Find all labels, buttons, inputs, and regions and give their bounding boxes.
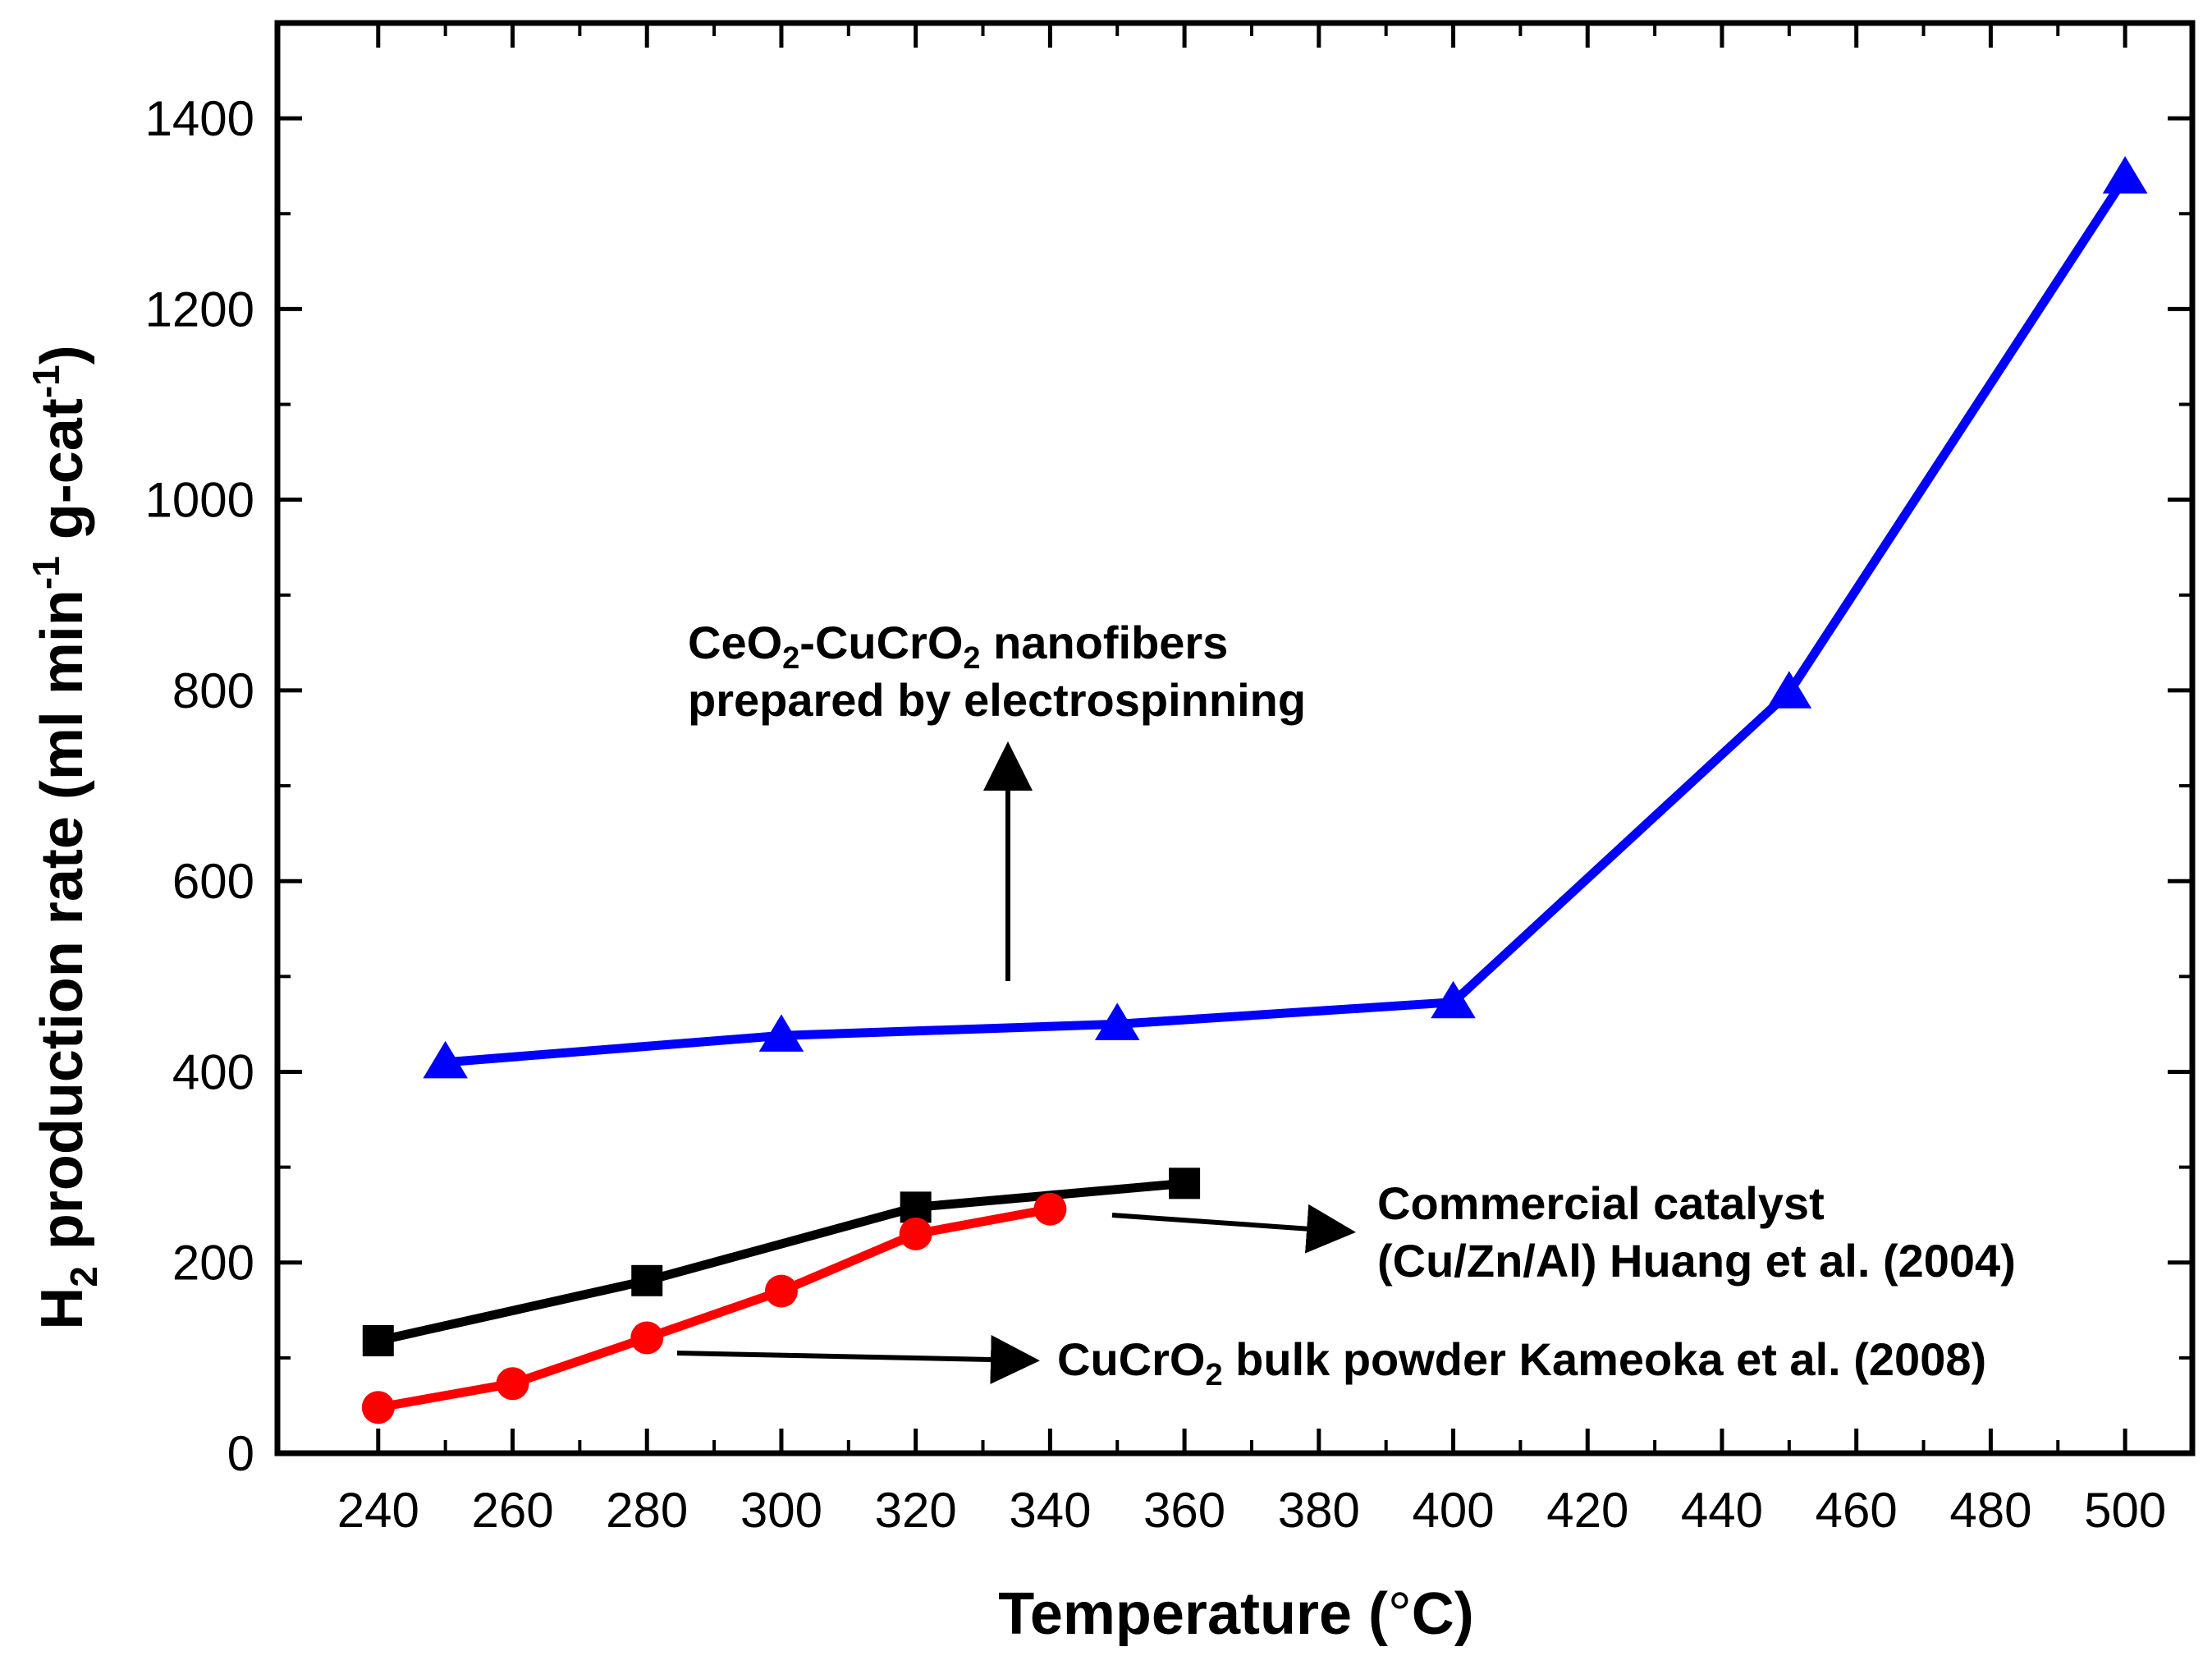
y-title-rest: production rate (ml min — [30, 589, 95, 1266]
y-tick-label: 800 — [172, 663, 254, 718]
annotation-ceo2-line2: prepared by electrospinning — [688, 674, 1306, 726]
x-title-deg: ° — [1388, 1581, 1412, 1647]
x-tick-label: 300 — [740, 1483, 822, 1538]
y-axis-ticks: 0 200 400 600 800 1000 1200 1400 — [145, 21, 2192, 1481]
y-tick-label: 0 — [227, 1426, 254, 1481]
y-tick-label: 600 — [172, 854, 254, 909]
anno-ceo2-post: nanofibers — [981, 617, 1229, 668]
anno-cucro2-sub: 2 — [1205, 1358, 1222, 1392]
x-tick-label: 440 — [1681, 1483, 1763, 1538]
series-marker-triangle — [1094, 1002, 1140, 1040]
y-title-end: ) — [30, 345, 95, 365]
annotation-ceo2-line1: CeO2-CuCrO2 nanofibers — [688, 617, 1228, 676]
anno-ceo2-sub1: 2 — [782, 641, 799, 676]
series-marker-circle — [1033, 1192, 1067, 1226]
series-line-0 — [445, 175, 2129, 1067]
series-marker-square — [631, 1264, 663, 1296]
y-tick-label: 400 — [172, 1044, 254, 1099]
y-tick-label: 1200 — [145, 282, 254, 337]
x-tick-label: 500 — [2084, 1483, 2166, 1538]
x-tick-label: 400 — [1412, 1483, 1494, 1538]
x-tick-label: 360 — [1143, 1483, 1225, 1538]
y-title-sup2: -1 — [25, 365, 67, 398]
x-tick-label: 260 — [471, 1483, 553, 1538]
x-tick-label: 240 — [337, 1483, 419, 1538]
series-line-2 — [377, 1204, 1051, 1412]
x-tick-label: 480 — [1949, 1483, 2031, 1538]
series-marker-square — [362, 1324, 394, 1356]
x-tick-label: 420 — [1546, 1483, 1628, 1538]
series-marker-triangle — [423, 1040, 468, 1079]
series-marker-circle — [764, 1274, 798, 1308]
y-tick-label: 200 — [172, 1236, 254, 1291]
y-tick-label: 1000 — [145, 473, 254, 528]
x-tick-label: 280 — [606, 1483, 688, 1538]
x-axis-title: Temperature (°C) — [998, 1581, 1474, 1647]
series-marker-circle — [361, 1391, 395, 1424]
annotation-cucro2-arrow — [676, 1335, 1040, 1384]
x-tick-label: 460 — [1816, 1483, 1898, 1538]
y-title-sup1: -1 — [25, 556, 67, 589]
y-axis-title: H2 production rate (ml min-1 g-cat-1) — [25, 345, 105, 1329]
x-axis-ticks: 240 260 280 300 320 340 360 380 400 420 440 460 480 5… — [337, 23, 2166, 1538]
series-marker-circle — [899, 1217, 932, 1250]
annotation-commercial-arrow — [1111, 1204, 1356, 1254]
x-tick-label: 320 — [875, 1483, 957, 1538]
x-title-pre: Temperature ( — [998, 1581, 1388, 1647]
plot-frame — [274, 20, 2196, 1456]
y-title-main: H — [30, 1287, 95, 1330]
series-marker-square — [1169, 1167, 1201, 1200]
anno-cucro2-post: bulk powder Kameoka et al. (2008) — [1223, 1333, 1987, 1385]
x-tick-label: 340 — [1009, 1483, 1091, 1538]
annotation-commercial-line2: (Cu/Zn/Al) Huang et al. (2004) — [1377, 1235, 2016, 1287]
anno-ceo2-sub2: 2 — [963, 641, 980, 676]
y-tick-label: 1400 — [145, 91, 254, 146]
x-tick-label: 380 — [1278, 1483, 1360, 1538]
y-title-sub: 2 — [62, 1266, 105, 1287]
anno-ceo2-mid: -CuCrO — [799, 617, 963, 668]
series-layer — [361, 156, 2148, 1424]
series-marker-circle — [496, 1367, 529, 1401]
series-marker-triangle — [1766, 671, 1812, 709]
anno-ceo2-pre: CeO — [688, 617, 782, 668]
annotation-cucro2: CuCrO2 bulk powder Kameoka et al. (2008) — [1057, 1333, 1986, 1392]
x-title-post: C) — [1412, 1581, 1474, 1647]
series-marker-triangle — [758, 1014, 804, 1052]
series-marker-triangle — [2102, 156, 2148, 194]
series-marker-circle — [630, 1321, 664, 1355]
y-title-mid: g-cat — [30, 398, 95, 556]
anno-cucro2-pre: CuCrO — [1057, 1333, 1205, 1385]
annotation-commercial-line1: Commercial catalyst — [1377, 1177, 1825, 1229]
series-marker-triangle — [1431, 980, 1476, 1019]
